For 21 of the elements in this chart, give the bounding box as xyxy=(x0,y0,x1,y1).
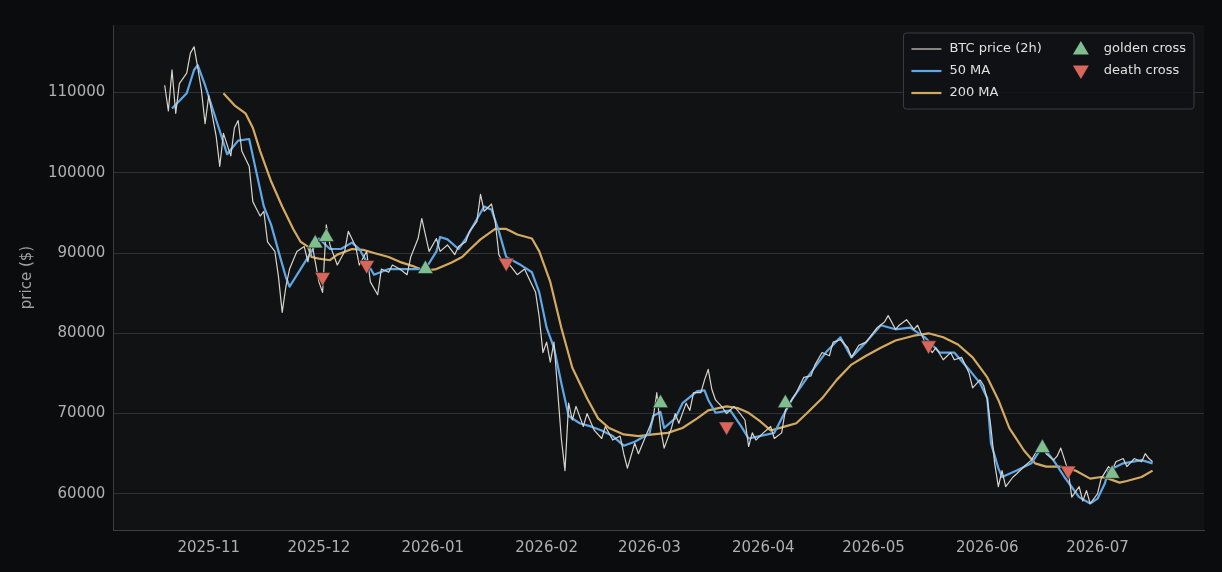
x-tick-label: 2026-01 xyxy=(401,537,465,556)
x-tick-label: 2026-03 xyxy=(618,537,681,556)
legend-label: 50 MA xyxy=(949,62,991,78)
legend-label: BTC price (2h) xyxy=(949,40,1042,56)
x-tick-label: 2026-02 xyxy=(515,537,578,556)
x-tick-label: 2026-06 xyxy=(955,537,1019,556)
x-tick-label: 2025-12 xyxy=(287,537,351,556)
x-tick-label: 2025-11 xyxy=(177,537,241,556)
x-tick-label: 2026-05 xyxy=(842,537,905,556)
x-tick-label: 2026-07 xyxy=(1066,537,1129,556)
y-tick-label: 70000 xyxy=(57,403,106,422)
y-tick-label: 60000 xyxy=(57,483,106,502)
y-axis-title: price ($) xyxy=(16,245,35,310)
y-tick-label: 100000 xyxy=(48,162,106,181)
x-tick-label: 2026-04 xyxy=(731,537,795,556)
legend-label: death cross xyxy=(1103,62,1180,78)
legend-label: golden cross xyxy=(1103,40,1187,56)
y-tick-label: 110000 xyxy=(48,82,106,101)
y-tick-label: 80000 xyxy=(57,323,106,342)
legend-label: 200 MA xyxy=(949,84,999,100)
y-tick-label: 90000 xyxy=(57,242,106,261)
